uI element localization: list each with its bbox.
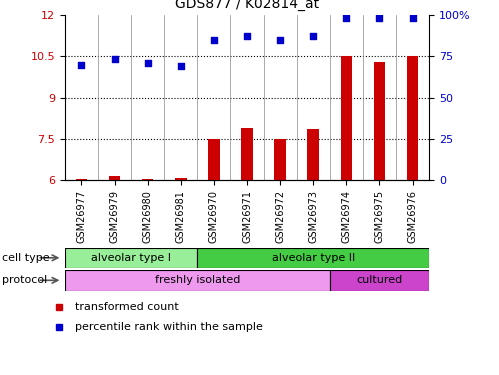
Bar <box>407 56 418 180</box>
Bar <box>241 128 253 180</box>
Bar <box>274 139 286 180</box>
Bar <box>65 270 330 291</box>
Title: GDS877 / K02814_at: GDS877 / K02814_at <box>175 0 319 11</box>
Bar <box>340 56 352 180</box>
Text: freshly isolated: freshly isolated <box>155 275 240 285</box>
Text: alveolar type I: alveolar type I <box>91 253 171 263</box>
Point <box>375 15 383 21</box>
Point <box>309 33 317 39</box>
Bar <box>76 178 87 180</box>
Bar <box>142 178 154 180</box>
Point <box>409 15 417 21</box>
Text: alveolar type II: alveolar type II <box>271 253 355 263</box>
Bar <box>197 248 429 268</box>
Text: transformed count: transformed count <box>75 302 179 312</box>
Bar <box>330 270 429 291</box>
Point <box>77 62 85 68</box>
Point <box>210 37 218 43</box>
Bar <box>109 176 120 180</box>
Point <box>111 56 119 62</box>
Point <box>342 15 350 21</box>
Text: cell type: cell type <box>2 253 50 263</box>
Bar <box>175 178 187 180</box>
Text: protocol: protocol <box>2 275 48 285</box>
Bar <box>307 129 319 180</box>
Point <box>276 37 284 43</box>
Text: percentile rank within the sample: percentile rank within the sample <box>75 322 263 332</box>
Point <box>177 63 185 69</box>
Bar <box>208 139 220 180</box>
Bar <box>374 62 385 180</box>
Bar <box>65 248 197 268</box>
Text: cultured: cultured <box>356 275 403 285</box>
Point <box>243 33 251 39</box>
Point <box>144 60 152 66</box>
